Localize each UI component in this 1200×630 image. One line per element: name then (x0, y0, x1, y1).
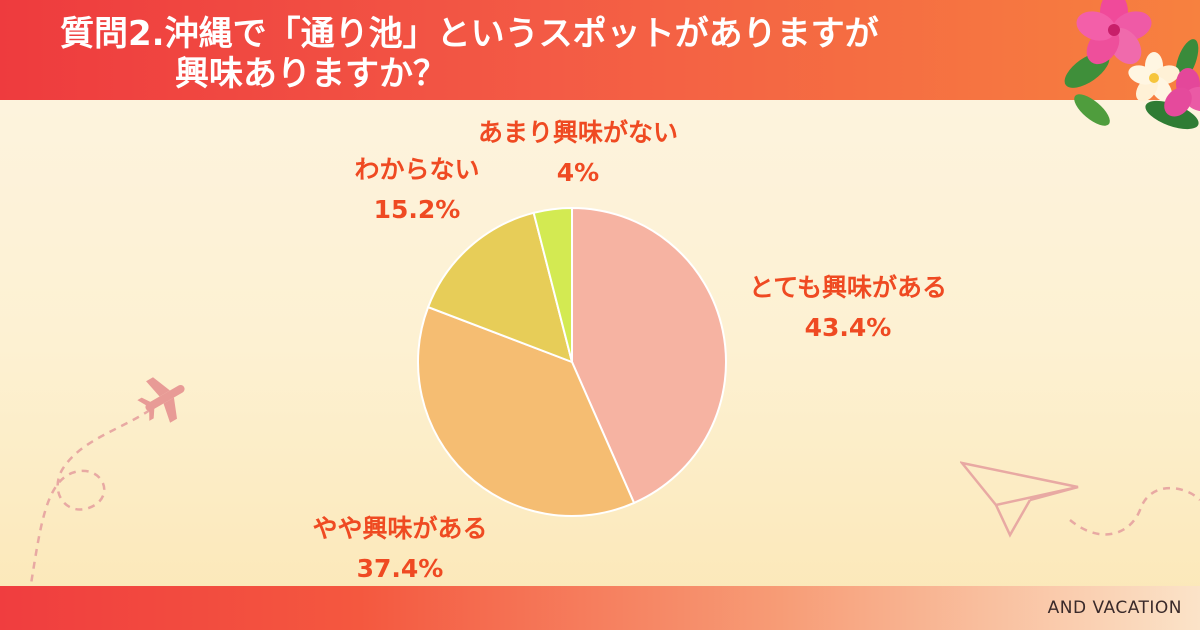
slice-category-label: とても興味がある (749, 273, 947, 302)
airplane-icon (28, 377, 185, 591)
hibiscus-flower-icon (1064, 0, 1200, 130)
slice-value-label: 4% (557, 158, 599, 187)
pie-slice (426, 211, 574, 364)
title-line-1: 質問2.沖縄で「通り池」というスポットがありますが (60, 14, 879, 54)
slice-value-label: 43.4% (805, 313, 892, 342)
slice-value-label: 37.4% (357, 554, 444, 583)
pie-slice (532, 206, 573, 363)
footer-band (0, 586, 1200, 630)
slice-category-label: あまり興味がない (478, 118, 678, 147)
pie-slice (417, 305, 636, 517)
brand-name: AND VACATION (1047, 598, 1182, 618)
slice-category-label: わからない (354, 155, 479, 184)
header-band (0, 0, 1200, 100)
pie-slice (571, 206, 727, 505)
paper-plane-icon (960, 461, 1200, 538)
slice-category-label: やや興味がある (312, 514, 487, 543)
slice-value-label: 15.2% (374, 195, 461, 224)
title-line-2: 興味ありますか？ (175, 54, 447, 94)
